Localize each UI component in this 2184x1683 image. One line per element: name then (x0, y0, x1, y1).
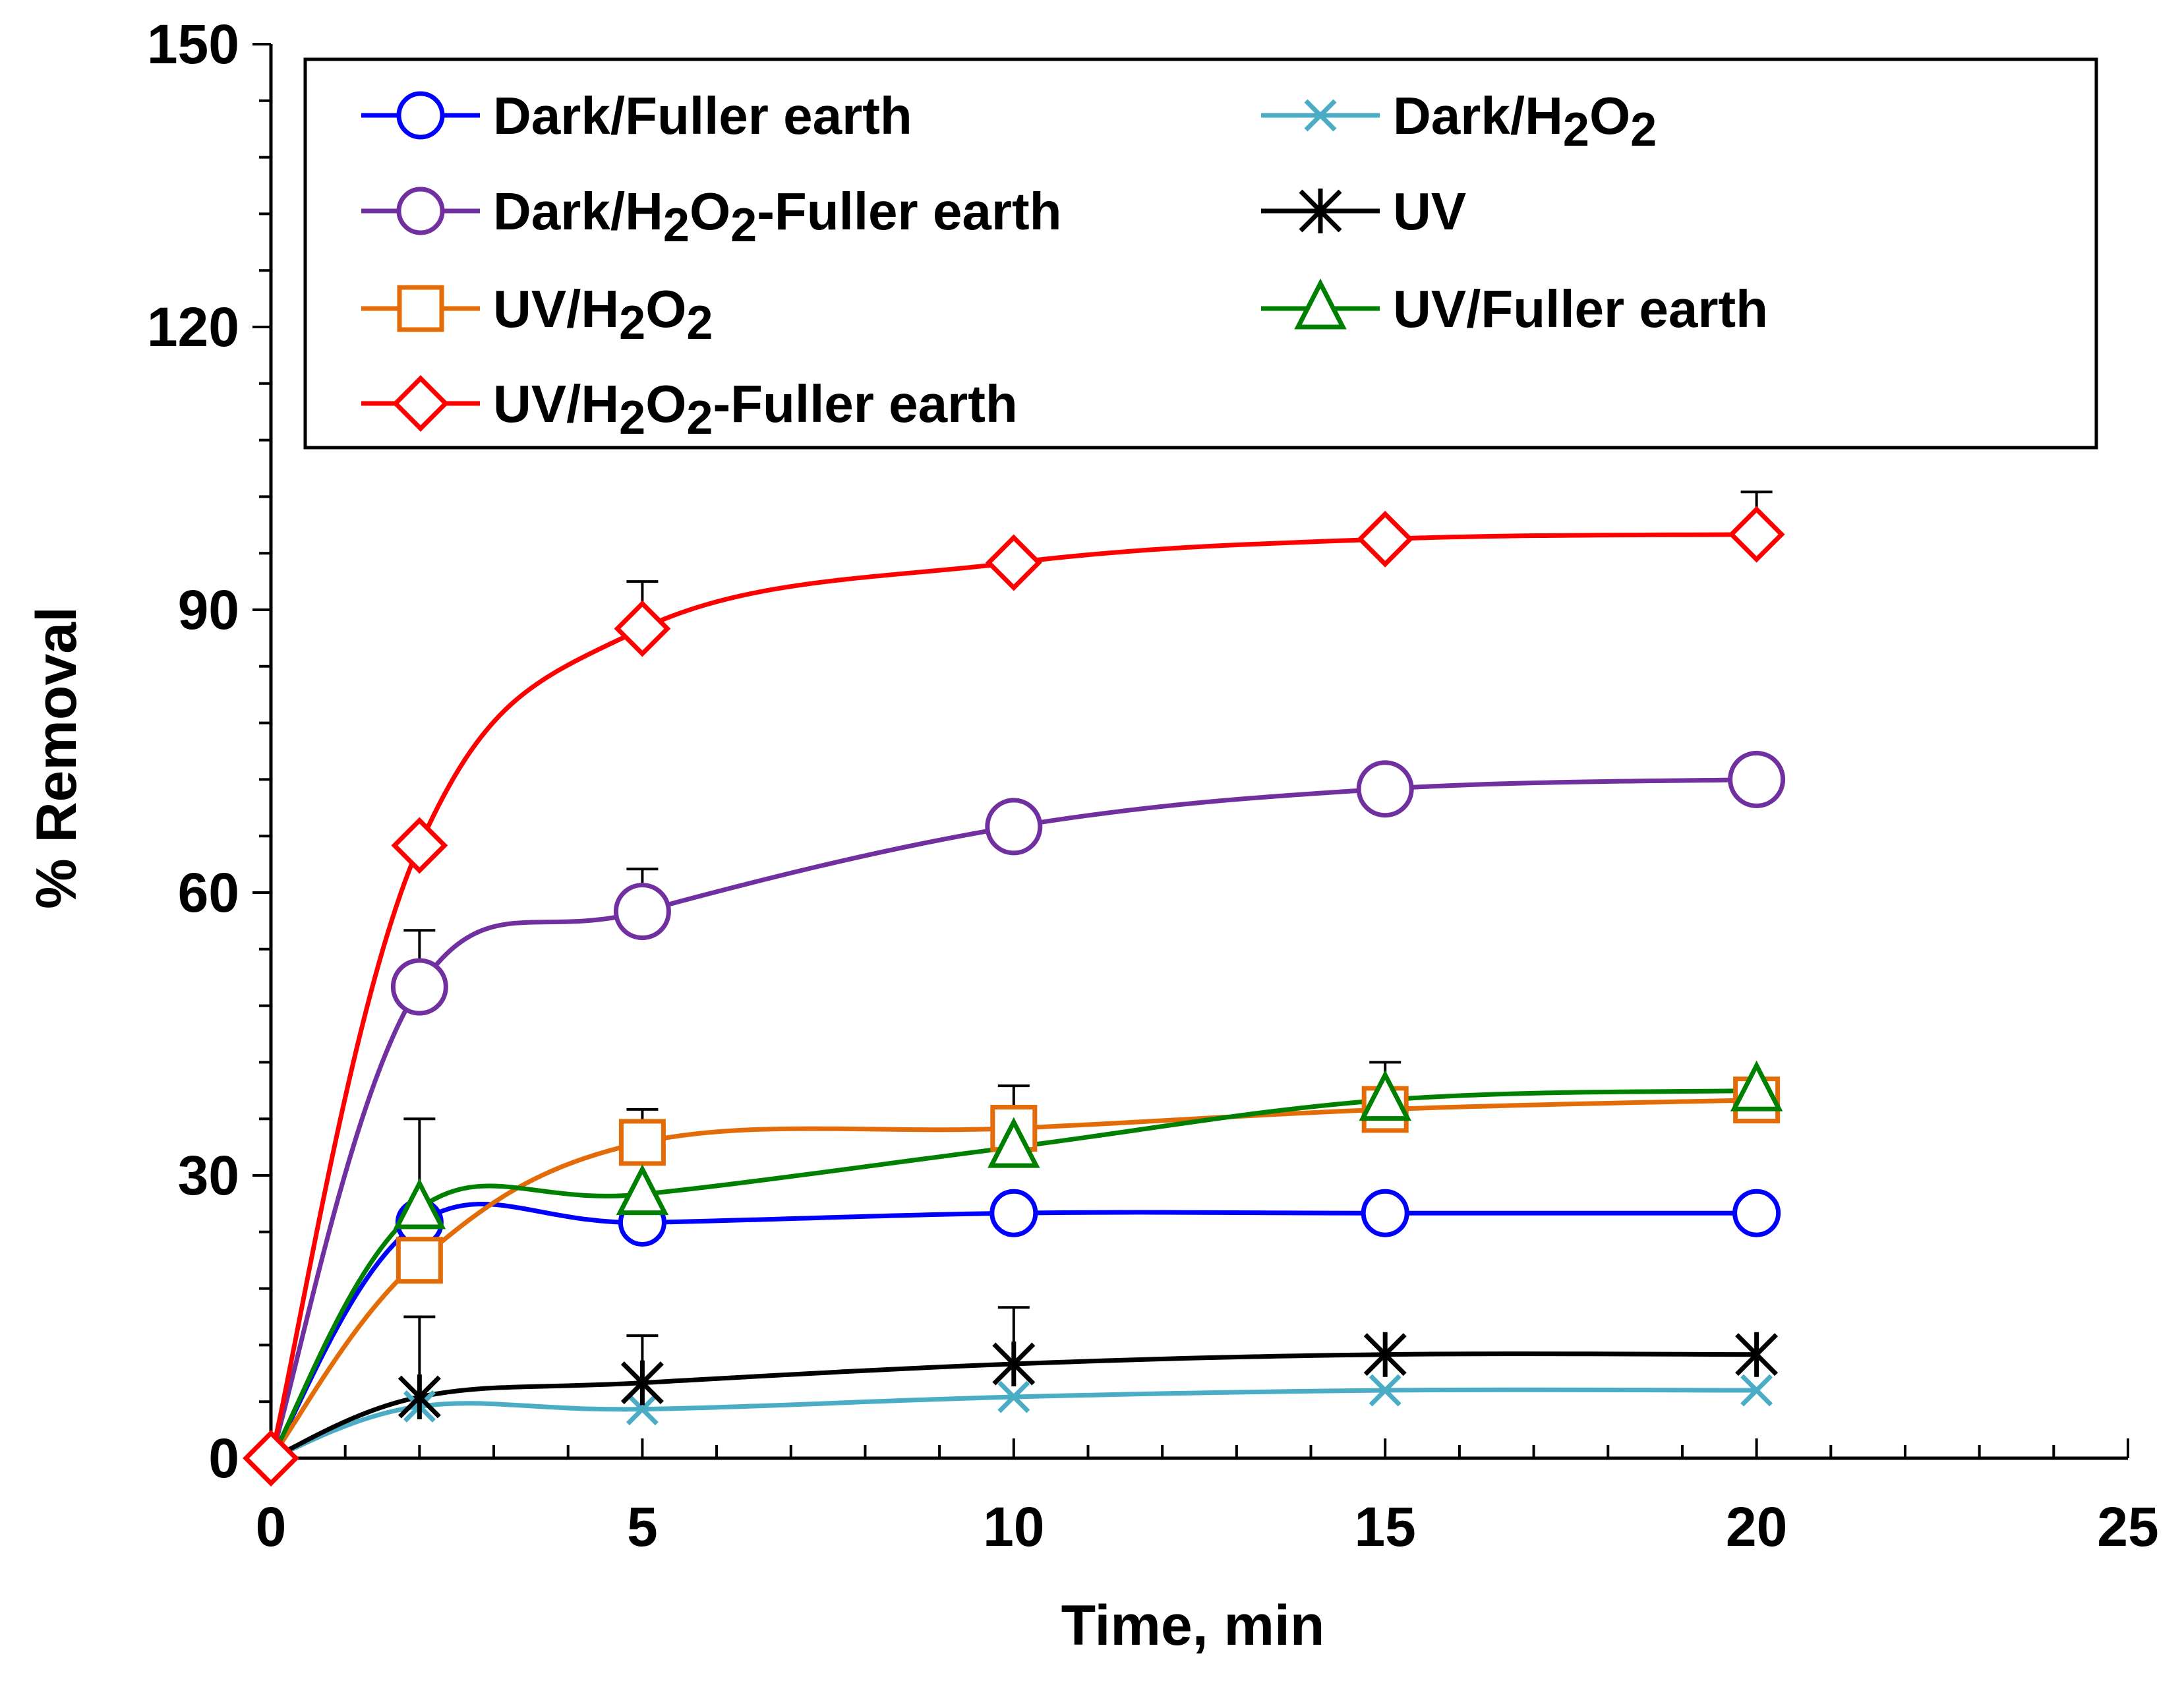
legend-label: Dark/Fuller earth (493, 86, 912, 145)
legend-swatch-marker (1299, 189, 1342, 233)
marker-dark-fuller (1732, 1189, 1781, 1237)
series-markers (243, 506, 1786, 1487)
legend-label: Dark/H2O2-Fuller earth (493, 182, 1062, 252)
marker-uv (1735, 1332, 1779, 1377)
legend-label: UV (1393, 182, 1466, 241)
marker-uv-fuller (988, 1117, 1040, 1168)
marker-uv-h2o2-fuller (243, 1430, 299, 1487)
legend-label: UV/Fuller earth (1393, 280, 1768, 338)
marker-dark-fuller (989, 1189, 1038, 1237)
legend-item-dark-h2o2: Dark/H2O2 (1261, 86, 1657, 156)
legend-item-dark-h2o2-fuller: Dark/H2O2-Fuller earth (361, 182, 1062, 252)
marker-dark-h2o2 (1740, 1374, 1773, 1407)
legend-swatch-marker (396, 187, 445, 235)
series-lines (268, 532, 1759, 1461)
x-tick-label: 10 (983, 1496, 1044, 1558)
legend-swatch-marker (396, 91, 445, 140)
x-axis-title: Time, min (1061, 1594, 1325, 1657)
y-tick-label: 150 (147, 13, 239, 75)
legend-item-uv-h2o2-fuller: UV/H2O2-Fuller earth (361, 374, 1018, 444)
marker-uv-h2o2-fuller (985, 534, 1042, 591)
series-line-dark-h2o2 (268, 1387, 1759, 1461)
legend: Dark/Fuller earth Dark/H2O2 Dark/H2O2-Full… (303, 57, 2098, 450)
x-tick-label: 15 (1354, 1496, 1415, 1558)
marker-dark-h2o2-fuller (985, 798, 1043, 856)
marker-uv (398, 1374, 441, 1420)
axis-frame (269, 44, 2128, 1460)
marker-uv (620, 1360, 664, 1405)
marker-uv-h2o2 (396, 1237, 443, 1284)
legend-swatch-marker (1294, 278, 1347, 330)
legend-swatch-marker (397, 285, 444, 332)
legend-item-dark-fuller: Dark/Fuller earth (361, 86, 912, 145)
marker-dark-h2o2 (626, 1393, 659, 1426)
axis-ticks: 0 30 60 90 120 150 0 5 10 15 20 25 (147, 13, 2159, 1558)
marker-uv-h2o2-fuller (614, 600, 671, 657)
marker-dark-h2o2-fuller (613, 883, 671, 941)
legend-item-uv-fuller: UV/Fuller earth (1261, 278, 1768, 338)
series-line-uv-h2o2-fuller (268, 532, 1759, 1461)
y-tick-label: 60 (178, 862, 239, 924)
legend-swatch-marker (1304, 99, 1337, 132)
x-tick-label: 25 (2097, 1496, 2158, 1558)
marker-uv-fuller (393, 1178, 446, 1229)
marker-dark-h2o2-fuller (1356, 760, 1414, 818)
marker-uv-h2o2-fuller (1728, 506, 1785, 563)
legend-item-uv-h2o2: UV/H2O2 (361, 280, 713, 349)
y-tick-label: 90 (178, 579, 239, 641)
marker-dark-h2o2-fuller (390, 958, 448, 1016)
series-line-dark-h2o2-fuller (268, 777, 1759, 1461)
marker-dark-fuller (1361, 1189, 1409, 1237)
y-tick-label: 120 (147, 296, 239, 358)
marker-uv-fuller (1730, 1060, 1783, 1111)
marker-uv-h2o2-fuller (391, 817, 448, 874)
marker-uv-h2o2-fuller (1357, 510, 1414, 568)
marker-dark-h2o2 (997, 1380, 1030, 1413)
legend-swatch-marker (392, 375, 449, 432)
legend-item-uv: UV (1261, 182, 1466, 241)
marker-uv-fuller (616, 1164, 669, 1216)
marker-uv-fuller (1359, 1069, 1411, 1121)
x-tick-label: 0 (256, 1496, 287, 1558)
series-line-uv (268, 1351, 1759, 1461)
marker-uv (1363, 1332, 1407, 1377)
x-tick-label: 5 (627, 1496, 658, 1558)
legend-label: UV/H2O2-Fuller earth (493, 374, 1018, 444)
y-axis-title: % Removal (25, 606, 88, 909)
error-bars (403, 490, 1773, 1398)
x-tick-label: 20 (1726, 1496, 1787, 1558)
marker-dark-h2o2-fuller (1728, 750, 1786, 808)
marker-dark-h2o2 (1369, 1374, 1402, 1407)
marker-uv-h2o2 (618, 1119, 666, 1166)
y-tick-label: 0 (208, 1427, 239, 1489)
legend-box (303, 57, 2098, 450)
marker-uv (992, 1342, 1036, 1386)
y-tick-label: 30 (178, 1144, 239, 1206)
legend-label: Dark/H2O2 (1393, 86, 1657, 156)
legend-label: UV/H2O2 (493, 280, 713, 349)
